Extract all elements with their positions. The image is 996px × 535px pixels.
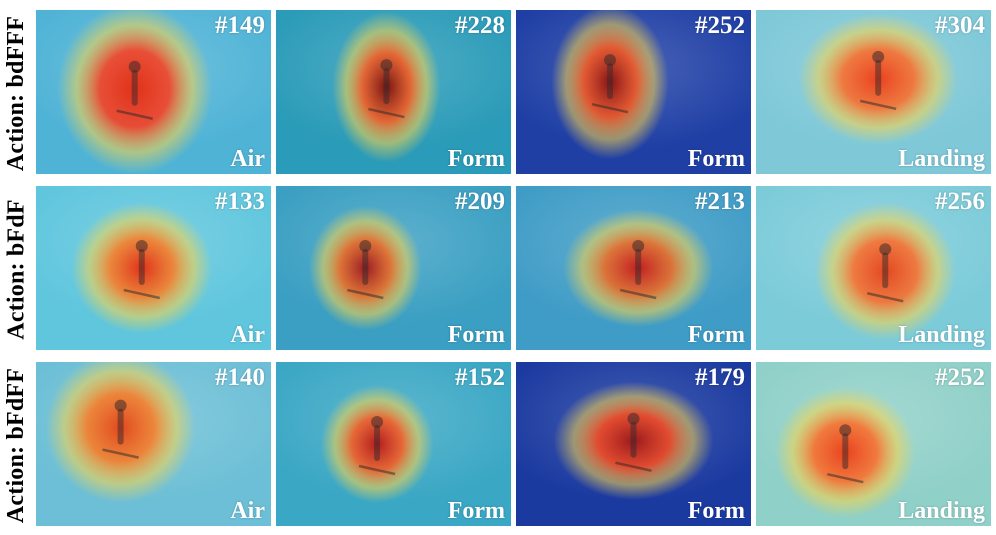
phase-label: Form: [447, 146, 505, 172]
heatmap-image: [36, 186, 271, 350]
phase-label: Air: [230, 498, 265, 524]
heatmap-tile: #209 Form: [276, 186, 511, 350]
frame-number: #304: [935, 12, 985, 39]
row-label-2: Action: bFdF: [0, 186, 34, 352]
phase-label: Form: [447, 322, 505, 348]
frame-number: #256: [935, 188, 985, 215]
frame-number: #213: [695, 188, 745, 215]
heatmap-image: [756, 186, 991, 350]
frame-number: #179: [695, 364, 745, 391]
phase-label: Landing: [898, 322, 985, 348]
heatmap-image: [276, 10, 511, 174]
skier-silhouette: [615, 412, 652, 472]
frame-number: #140: [215, 364, 265, 391]
frame-number: #133: [215, 188, 265, 215]
skier-silhouette: [859, 50, 897, 111]
frame-number: #252: [695, 12, 745, 39]
heatmap-image: [516, 186, 751, 350]
frame-number: #228: [455, 12, 505, 39]
skier-silhouette: [866, 243, 904, 303]
heatmap-image: [756, 10, 991, 174]
heatmap-image: [276, 362, 511, 526]
heatmap-tile: #228 Form: [276, 10, 511, 174]
frame-number: #209: [455, 188, 505, 215]
phase-label: Form: [447, 498, 505, 524]
heatmap-tile: #152 Form: [276, 362, 511, 526]
skier-silhouette: [358, 416, 396, 476]
heatmap-tile: #252 Form: [516, 10, 751, 174]
phase-label: Air: [230, 146, 265, 172]
heatmap-tile: #149 Air: [36, 10, 271, 174]
row-label-3: Action: bFdFF: [0, 362, 34, 528]
heatmap-tile: #140 Air: [36, 362, 271, 526]
phase-label: Form: [687, 322, 745, 348]
heatmap-image: [516, 362, 751, 526]
heatmap-tile: #304 Landing: [756, 10, 991, 174]
frame-number: #152: [455, 364, 505, 391]
heatmap-image: [36, 362, 271, 526]
skier-silhouette: [123, 240, 161, 300]
skier-silhouette: [827, 424, 864, 484]
heatmap-tile: #213 Form: [516, 186, 751, 350]
heatmap-tile: #256 Landing: [756, 186, 991, 350]
row-label-text: Action: bFdF: [3, 198, 30, 340]
skier-silhouette: [102, 399, 139, 459]
heatmap-tile: #252 Landing: [756, 362, 991, 526]
heatmap-image: [516, 10, 751, 174]
heatmap-image: [36, 10, 271, 174]
phase-label: Landing: [898, 498, 985, 524]
heatmap-tile: #179 Form: [516, 362, 751, 526]
skier-silhouette: [368, 59, 405, 119]
heatmap-image: [276, 186, 511, 350]
skier-silhouette: [347, 240, 384, 300]
heatmap-tile: #133 Air: [36, 186, 271, 350]
phase-label: Air: [230, 322, 265, 348]
heatmap-image: [756, 362, 991, 526]
phase-label: Form: [687, 498, 745, 524]
row-label-text: Action: bdFFF: [3, 15, 30, 171]
phase-label: Landing: [898, 146, 985, 172]
skier-silhouette: [591, 54, 629, 114]
skier-silhouette: [619, 240, 657, 300]
row-label-text: Action: bFdFF: [3, 367, 30, 523]
frame-number: #149: [215, 12, 265, 39]
phase-label: Form: [687, 146, 745, 172]
row-label-1: Action: bdFFF: [0, 10, 34, 176]
frame-number: #252: [935, 364, 985, 391]
skier-silhouette: [116, 60, 153, 120]
